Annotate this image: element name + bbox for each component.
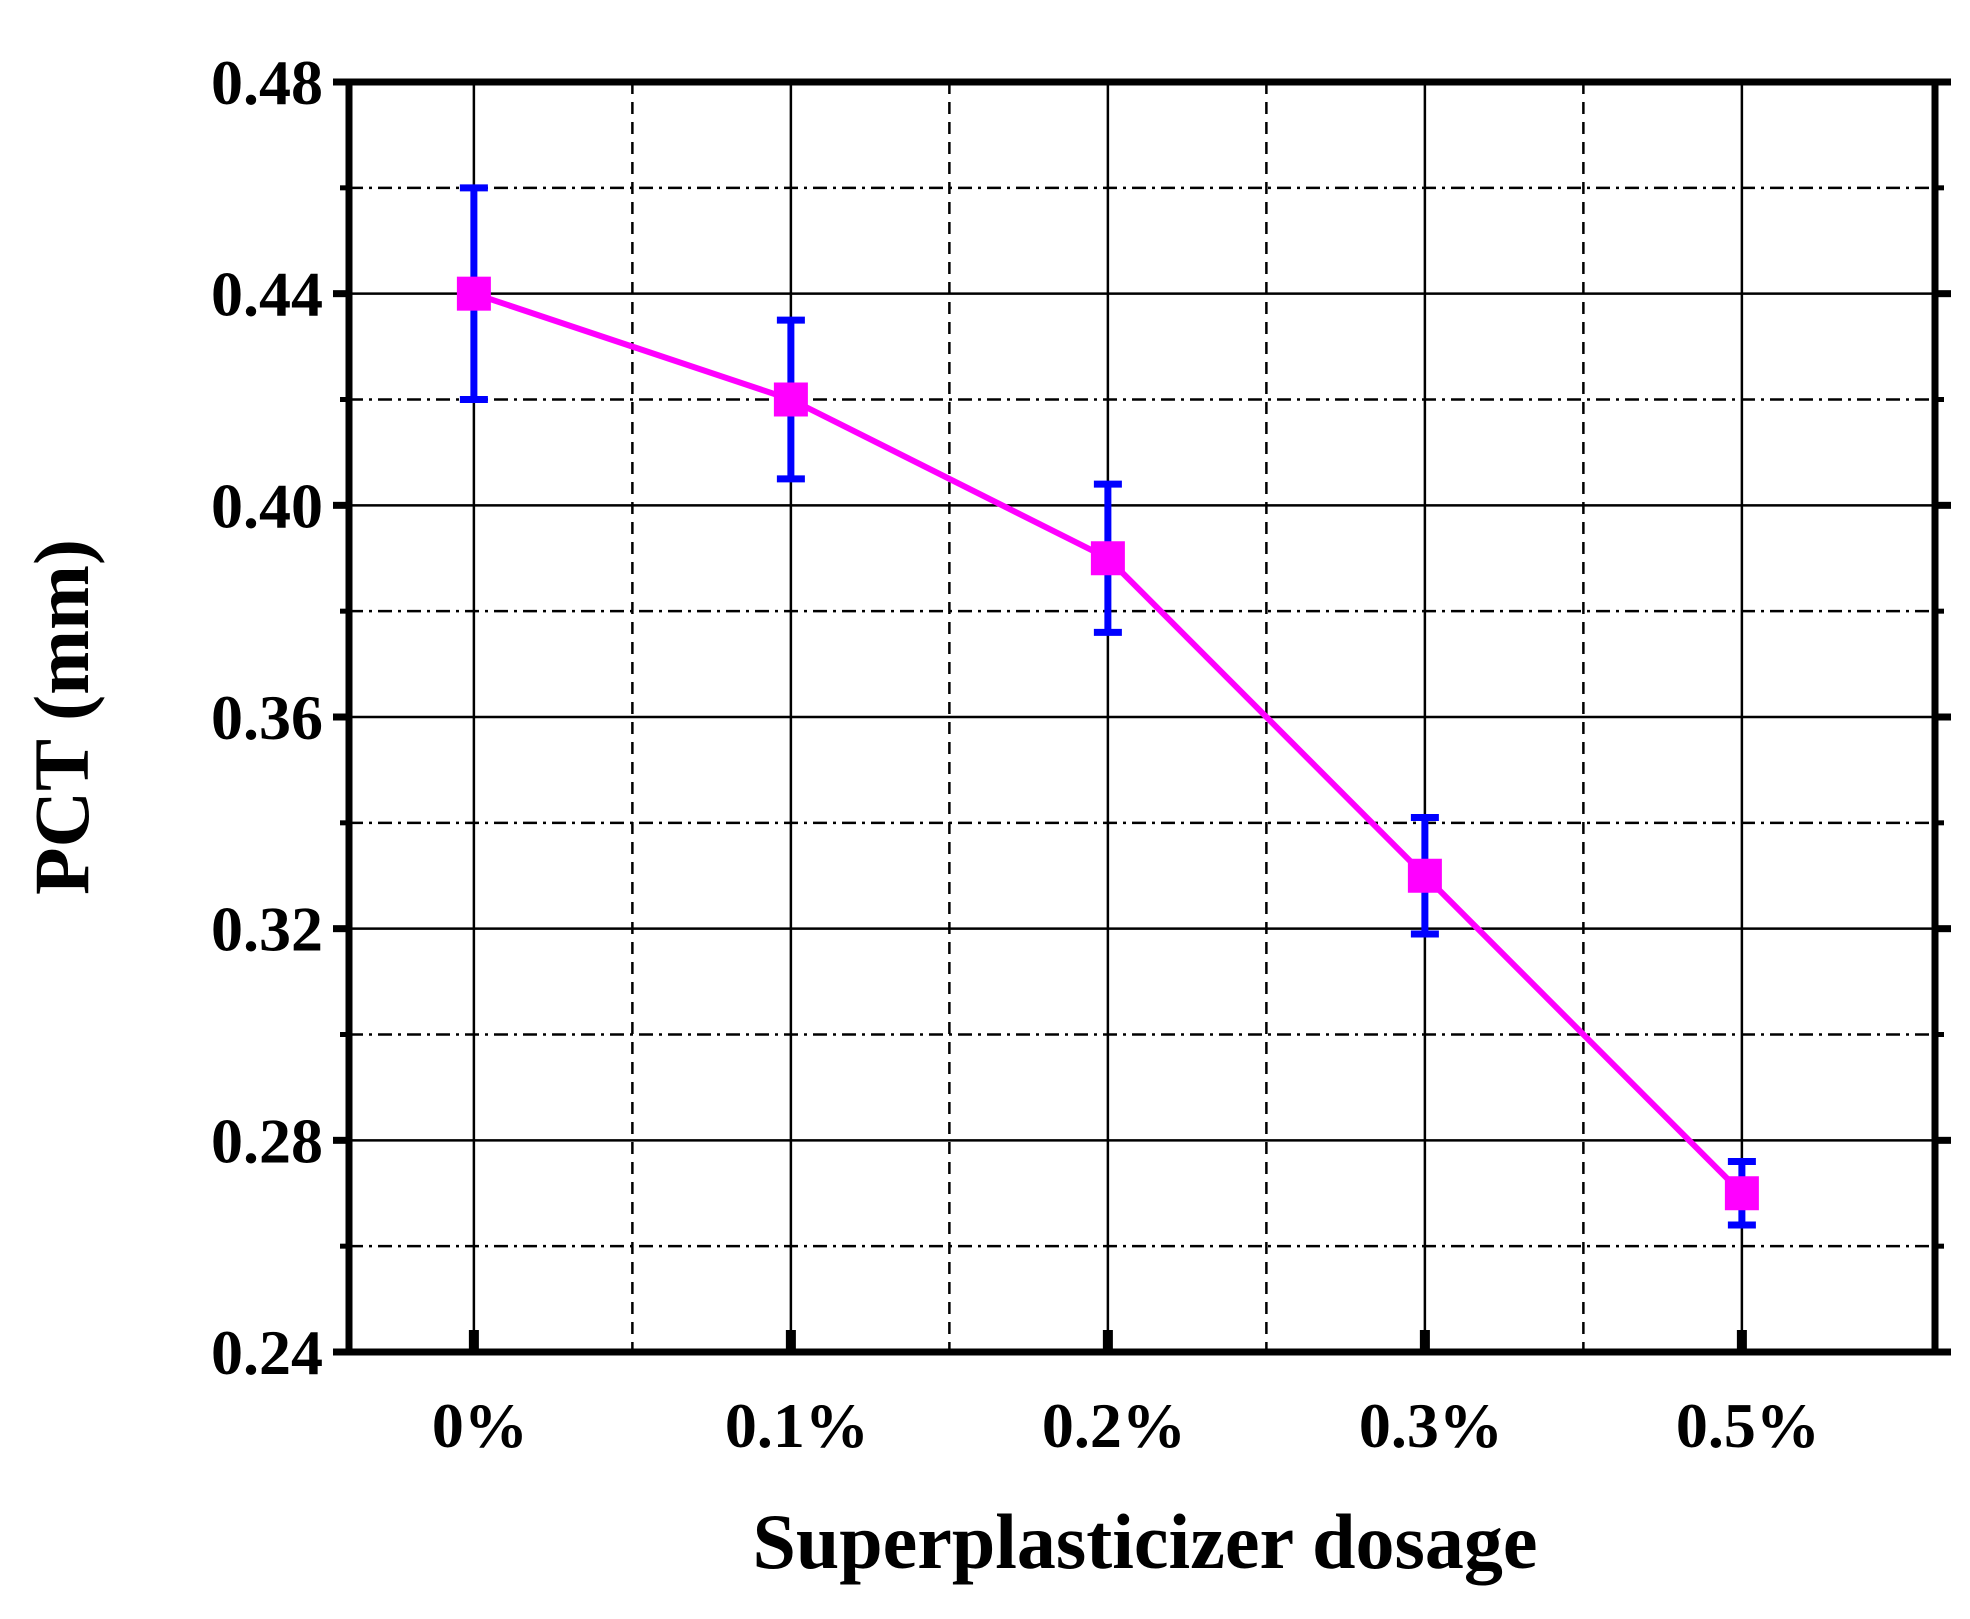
axis-ticks [333, 78, 1951, 1356]
y-axis-title: PCT (mm) [18, 539, 105, 895]
x-tick-label: 0.3% [1359, 1390, 1503, 1461]
y-tick-label: 0.32 [211, 894, 323, 965]
data-point-marker [1407, 858, 1442, 893]
axis-labels: 0.24 0.28 0.32 0.36 0.40 0.44 0.48 0% 0.1% 0.2% 0.… [211, 47, 1820, 1461]
data-point-marker [1090, 541, 1125, 576]
x-tick-label: 0.1% [725, 1390, 869, 1461]
x-tick-label: 0.5% [1676, 1390, 1820, 1461]
y-tick-label: 0.28 [211, 1105, 323, 1176]
y-tick-label: 0.48 [211, 47, 323, 118]
x-axis-title: Superplasticizer dosage [752, 1498, 1537, 1585]
x-tick-label: 0.2% [1042, 1390, 1186, 1461]
data-point-marker [773, 382, 808, 417]
data-series [456, 184, 1759, 1229]
y-tick-label: 0.36 [211, 682, 323, 753]
y-tick-label: 0.44 [211, 259, 323, 330]
y-tick-label: 0.24 [211, 1317, 323, 1388]
grid-lines [349, 82, 1935, 1352]
x-tick-label: 0% [432, 1390, 528, 1461]
series-line-segment [1422, 873, 1745, 1196]
data-point-marker [1724, 1176, 1759, 1211]
data-point-marker [456, 276, 491, 311]
series-line-segment [789, 396, 1110, 561]
series-line-segment [472, 290, 792, 403]
y-tick-label: 0.40 [211, 470, 323, 541]
series-line-segment [1105, 556, 1428, 878]
